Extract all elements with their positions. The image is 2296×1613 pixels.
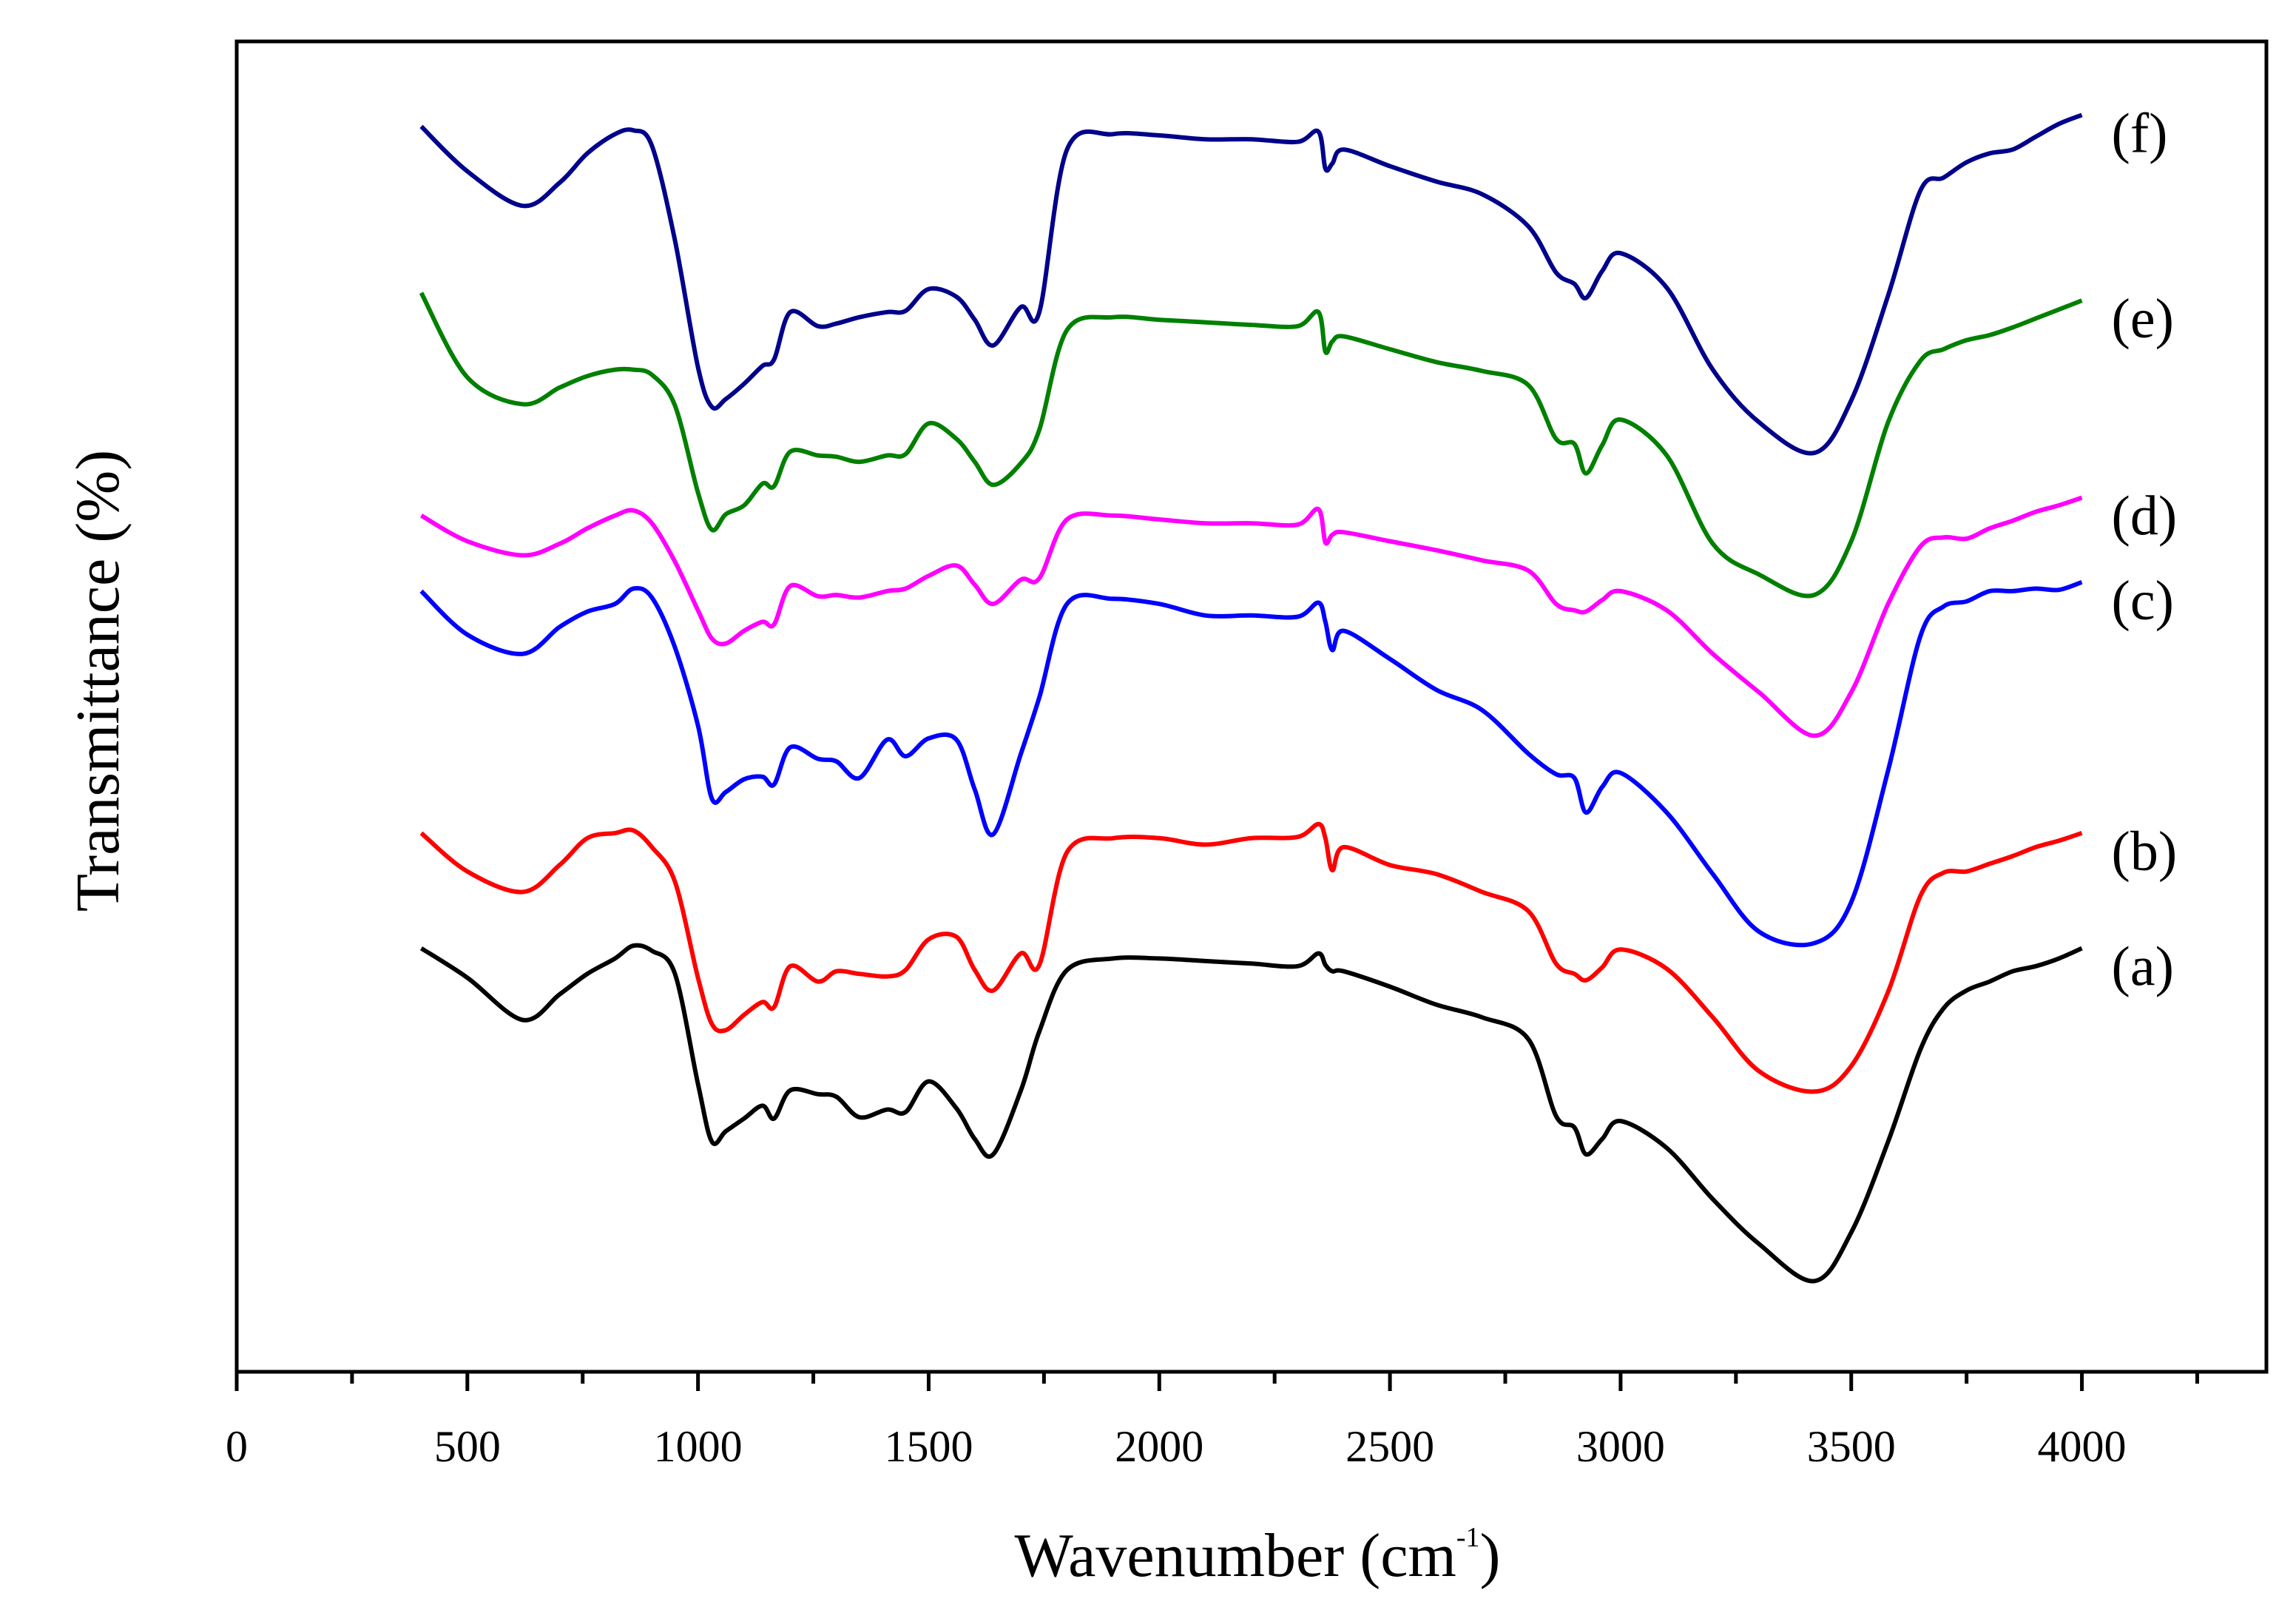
curve-label: (b) [2112,821,2178,883]
y-axis-title: Transmittance (%) [64,450,132,912]
curve-label: (f) [2112,102,2168,164]
x-tick-label: 1500 [884,1422,973,1471]
curve-label: (d) [2112,485,2178,548]
plot-frame [234,39,2269,1374]
series-line [419,579,2083,948]
x-tick-label: 2500 [1345,1422,1434,1471]
series-group [419,112,2083,1284]
x-axis-title-superscript: -1 [1456,1522,1480,1553]
curve-label: (a) [2112,936,2174,998]
x-tick-label: 3000 [1576,1422,1665,1471]
series-line [419,821,2083,1094]
x-axis-title: Wavenumber (cm-1) [1015,1521,1501,1590]
x-axis-ticks [234,1372,2199,1391]
x-tick-label: 3500 [1807,1422,1896,1471]
x-tick-label: 0 [226,1422,248,1471]
curve-label: (c) [2112,570,2174,632]
series-line [420,495,2083,738]
x-axis-title-main: Wavenumber (cm [1015,1521,1456,1590]
x-axis-title-suffix: ) [1479,1521,1500,1590]
x-tick-label: 4000 [2038,1422,2127,1471]
series-line [419,112,2083,456]
x-tick-label: 2000 [1115,1422,1203,1471]
series-line [419,943,2083,1284]
x-tick-label: 1000 [654,1422,743,1471]
curve-labels: (a) (b) (c) (d) (e) (f) [2112,102,2178,997]
x-axis-tick-labels: 0 500 1000 1500 2000 2500 3000 3500 4000 [226,1422,2127,1471]
series-line [419,292,2083,599]
curve-label: (e) [2112,288,2174,350]
x-tick-label: 500 [434,1422,501,1471]
